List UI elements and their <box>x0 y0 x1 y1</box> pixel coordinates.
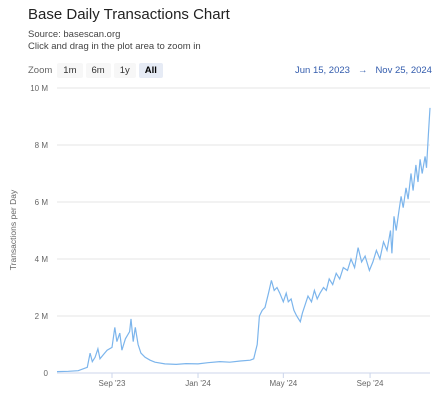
range-to-input[interactable]: Nov 25, 2024 <box>375 65 432 76</box>
y-tick-label: 4 M <box>35 255 49 264</box>
y-tick-label: 6 M <box>35 198 49 207</box>
chart-source: Source: basescan.org <box>28 29 121 40</box>
series-line <box>56 107 431 373</box>
zoom-label: Zoom <box>28 65 53 76</box>
chart-title: Base Daily Transactions Chart <box>28 6 230 23</box>
date-range: Jun 15, 2023 → Nov 25, 2024 <box>291 65 436 76</box>
x-tick-label: Jan '24 <box>185 379 211 388</box>
grid-lines <box>57 87 430 317</box>
zoom-hint: Click and drag in the plot area to zoom … <box>28 41 201 52</box>
x-tick-label: Sep '23 <box>99 379 126 388</box>
range-arrow-icon: → <box>357 65 368 76</box>
y-tick-label: 2 M <box>35 312 49 321</box>
y-tick-label: 8 M <box>35 141 49 150</box>
y-tick-label: 0 <box>44 369 49 378</box>
zoom-1m-button[interactable]: 1m <box>57 63 83 78</box>
zoom-bar: Zoom 1m 6m 1y All <box>28 63 166 78</box>
zoom-6m-button[interactable]: 6m <box>85 63 111 78</box>
range-from-input[interactable]: Jun 15, 2023 <box>295 65 350 76</box>
y-tick-label: 10 M <box>30 84 48 93</box>
zoom-all-button[interactable]: All <box>138 63 163 78</box>
x-tick-label: Sep '24 <box>357 379 384 388</box>
x-tick-label: May '24 <box>269 379 297 388</box>
y-axis-ticks: 0 2 M 4 M 6 M 8 M 10 M <box>30 84 48 378</box>
x-axis: Sep '23 Jan '24 May '24 Sep '24 <box>57 372 430 388</box>
zoom-1y-button[interactable]: 1y <box>113 63 136 78</box>
y-axis-label: Transactions per Day <box>8 189 18 270</box>
